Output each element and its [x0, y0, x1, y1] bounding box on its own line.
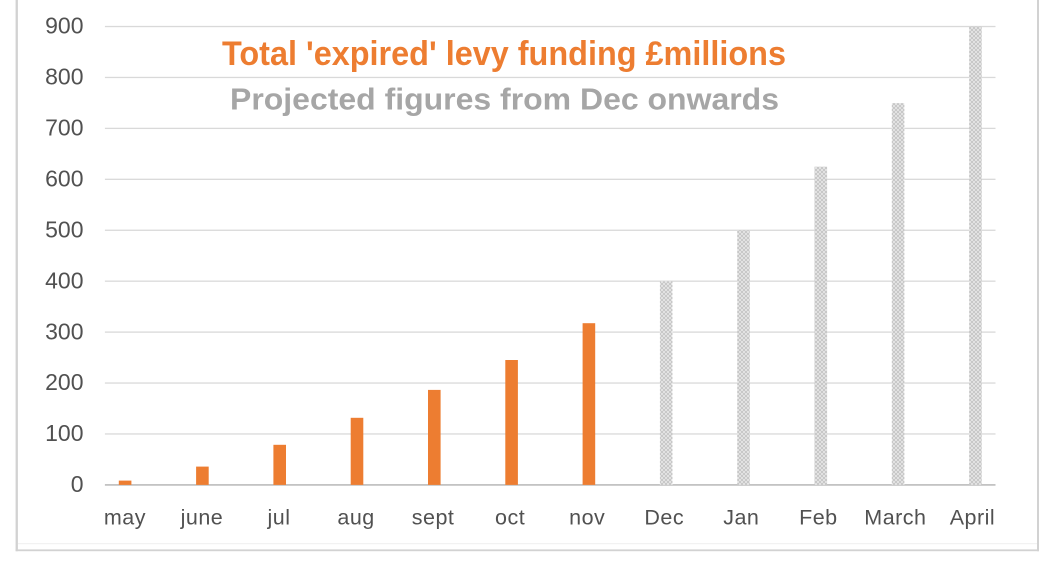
svg-text:Dec: Dec: [644, 506, 684, 530]
svg-text:300: 300: [45, 318, 83, 344]
svg-text:Jan: Jan: [723, 506, 759, 530]
svg-text:900: 900: [45, 13, 83, 39]
svg-text:March: March: [864, 506, 926, 530]
svg-text:may: may: [104, 506, 146, 530]
svg-text:june: june: [180, 506, 224, 530]
svg-text:nov: nov: [569, 506, 605, 530]
svg-text:Total 'expired' levy funding £: Total 'expired' levy funding £millions: [222, 35, 786, 73]
svg-text:400: 400: [45, 267, 83, 293]
svg-text:600: 600: [45, 166, 83, 192]
svg-text:aug: aug: [337, 506, 374, 530]
svg-text:500: 500: [45, 216, 83, 242]
svg-text:800: 800: [45, 64, 83, 90]
svg-text:Projected figures from Dec onw: Projected figures from Dec onwards: [230, 81, 779, 116]
svg-text:oct: oct: [495, 506, 525, 530]
svg-text:100: 100: [45, 420, 83, 446]
svg-text:700: 700: [45, 115, 83, 141]
svg-text:jul: jul: [266, 506, 290, 530]
svg-text:Feb: Feb: [799, 506, 838, 530]
svg-text:April: April: [950, 506, 996, 530]
svg-text:0: 0: [71, 471, 84, 497]
svg-text:200: 200: [45, 369, 83, 395]
svg-text:sept: sept: [412, 506, 455, 530]
